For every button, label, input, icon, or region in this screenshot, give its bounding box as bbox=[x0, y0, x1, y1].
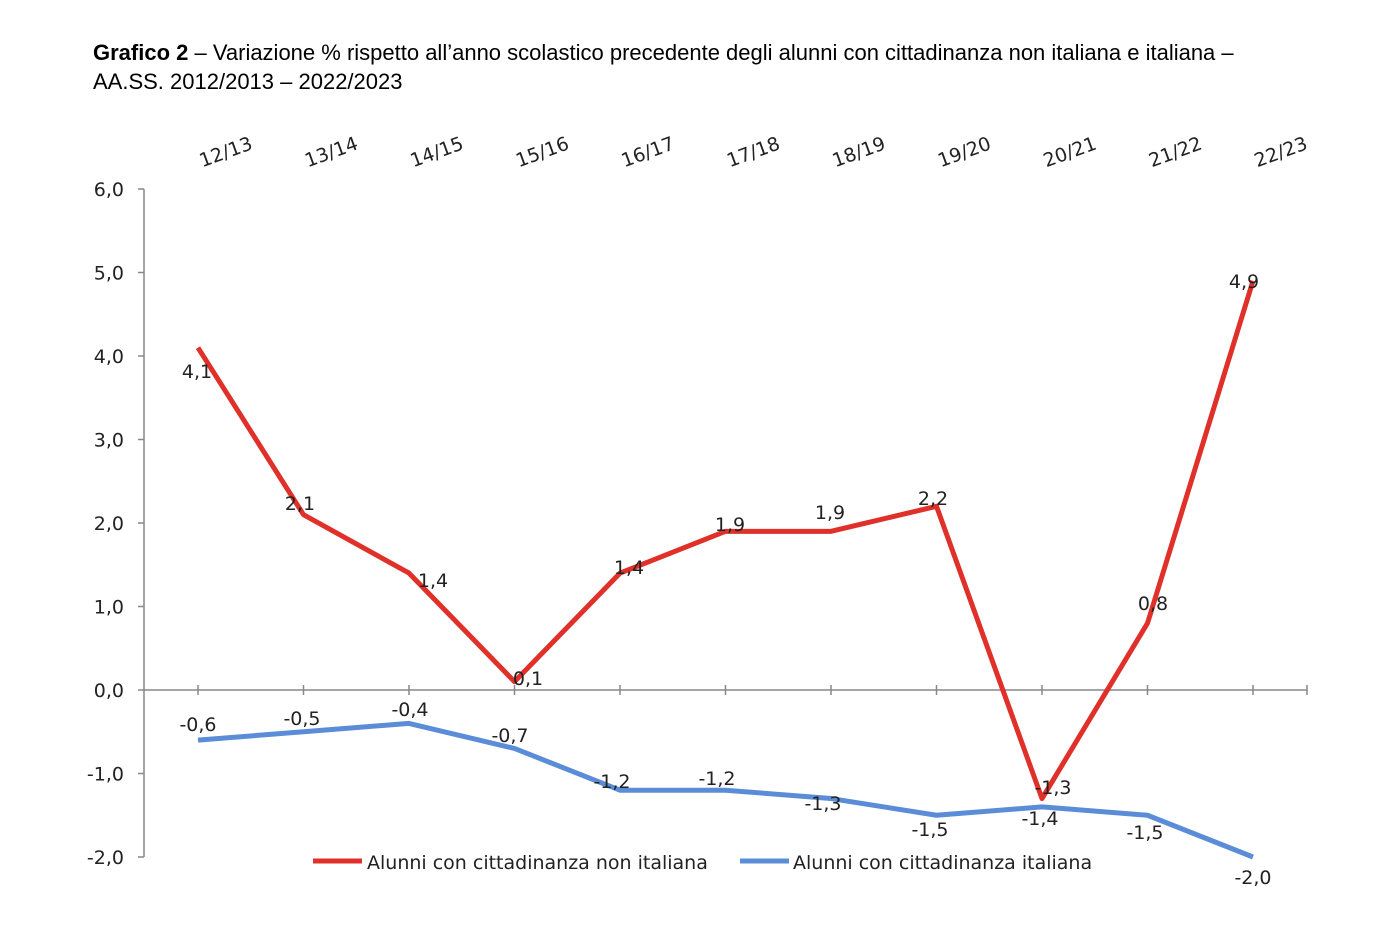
title-rest: – Variazione % rispetto all’anno scolast… bbox=[93, 40, 1234, 94]
data-label: -1,2 bbox=[593, 771, 630, 793]
data-label: -2,0 bbox=[1234, 867, 1271, 889]
data-label: 1,9 bbox=[715, 514, 745, 536]
data-label: -1,2 bbox=[698, 768, 735, 790]
data-label: 1,4 bbox=[418, 570, 448, 592]
x-tick-label: 14/15 bbox=[407, 133, 466, 172]
data-label: -0,4 bbox=[391, 699, 428, 721]
x-tick-label: 15/16 bbox=[513, 133, 572, 172]
x-tick-label: 17/18 bbox=[724, 133, 783, 172]
data-label: 4,9 bbox=[1229, 271, 1259, 293]
data-label: -1,4 bbox=[1021, 808, 1058, 830]
data-label: 2,2 bbox=[918, 488, 948, 510]
y-tick-label: 4,0 bbox=[94, 346, 124, 368]
data-label: -1,3 bbox=[1034, 777, 1071, 799]
data-label: -0,7 bbox=[491, 725, 528, 747]
x-tick-label: 13/14 bbox=[302, 133, 361, 172]
y-tick-label: 0,0 bbox=[94, 680, 124, 702]
x-tick-label: 19/20 bbox=[935, 133, 994, 172]
y-tick-label: -2,0 bbox=[87, 847, 124, 869]
y-tick-label: 6,0 bbox=[94, 179, 124, 201]
x-tick-label: 22/23 bbox=[1251, 133, 1310, 172]
data-label: 0,1 bbox=[513, 668, 543, 690]
y-tick-label: 1,0 bbox=[94, 597, 124, 619]
y-tick-label: 2,0 bbox=[94, 513, 124, 535]
x-tick-label: 18/19 bbox=[829, 133, 888, 172]
data-label: -0,5 bbox=[283, 708, 320, 730]
x-tick-label: 21/22 bbox=[1146, 133, 1205, 172]
data-label: 1,4 bbox=[614, 557, 644, 579]
x-tick-label: 20/21 bbox=[1040, 133, 1099, 172]
data-label: 4,1 bbox=[182, 361, 212, 383]
chart-title: Grafico 2 – Variazione % rispetto all’an… bbox=[93, 38, 1293, 96]
legend-label: Alunni con cittadinanza italiana bbox=[793, 852, 1092, 874]
data-label: -1,5 bbox=[1126, 822, 1163, 844]
data-label: 2,1 bbox=[285, 493, 315, 515]
data-label: -1,3 bbox=[804, 793, 841, 815]
data-label: -1,5 bbox=[911, 819, 948, 841]
series-line-non-italiana bbox=[195, 280, 1256, 802]
y-tick-label: 5,0 bbox=[94, 263, 124, 285]
data-label: 1,9 bbox=[815, 502, 845, 524]
y-tick-label: -1,0 bbox=[87, 764, 124, 786]
data-label: -0,6 bbox=[179, 714, 216, 736]
title-bold: Grafico 2 bbox=[93, 40, 189, 65]
x-tick-label: 16/17 bbox=[618, 133, 677, 172]
y-tick-label: 3,0 bbox=[94, 430, 124, 452]
x-tick-label: 12/13 bbox=[196, 133, 255, 172]
legend-label: Alunni con cittadinanza non italiana bbox=[367, 852, 708, 874]
data-label: 0,8 bbox=[1138, 593, 1168, 615]
